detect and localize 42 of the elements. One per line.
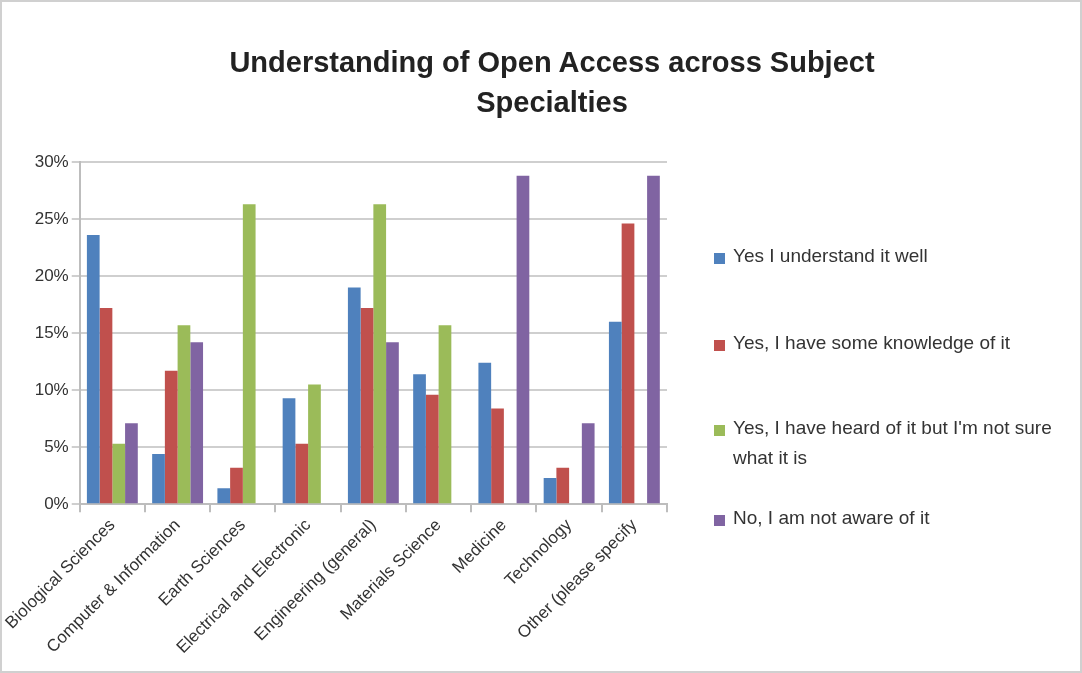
y-tick-label: 0% [44, 493, 69, 513]
y-tick-label: 10% [34, 379, 69, 399]
bar [112, 443, 126, 504]
bar [164, 370, 178, 504]
bar [543, 478, 557, 504]
bar [425, 394, 439, 504]
bar [190, 342, 204, 504]
bar [647, 175, 660, 504]
bar [242, 204, 256, 504]
bar [86, 235, 100, 504]
bar [125, 423, 138, 504]
bar [581, 423, 595, 504]
bar [621, 223, 635, 504]
legend-label: Yes I understand it well [733, 244, 929, 268]
bar [373, 204, 387, 504]
bar [177, 325, 191, 504]
bar [516, 175, 530, 504]
y-tick-label: 25% [34, 208, 69, 228]
y-tick-label: 5% [44, 436, 69, 456]
chart-title: Understanding of Open Access across Subject Specialties [228, 45, 876, 120]
bar [386, 342, 399, 504]
y-tick-label: 15% [34, 322, 69, 342]
legend-label: Yes, I have some knowledge of it [733, 331, 1012, 355]
y-tick-label: 30% [34, 151, 69, 171]
legend-label: Yes, I have heard of it but I'm not sure what it is [733, 416, 1053, 470]
bar [217, 488, 231, 504]
bar [608, 321, 622, 504]
bar [413, 374, 426, 504]
bar [152, 454, 165, 504]
bar [438, 325, 452, 504]
bar [99, 308, 113, 504]
legend-label: No, I am not aware of it [733, 506, 931, 530]
bar [230, 467, 243, 504]
y-tick-label: 20% [34, 265, 69, 285]
bar [295, 443, 309, 504]
bar [282, 398, 296, 504]
bar [491, 408, 504, 504]
bar [308, 384, 321, 504]
bar [556, 467, 570, 504]
bar [478, 362, 492, 504]
bar [360, 308, 374, 504]
bar [347, 287, 361, 504]
